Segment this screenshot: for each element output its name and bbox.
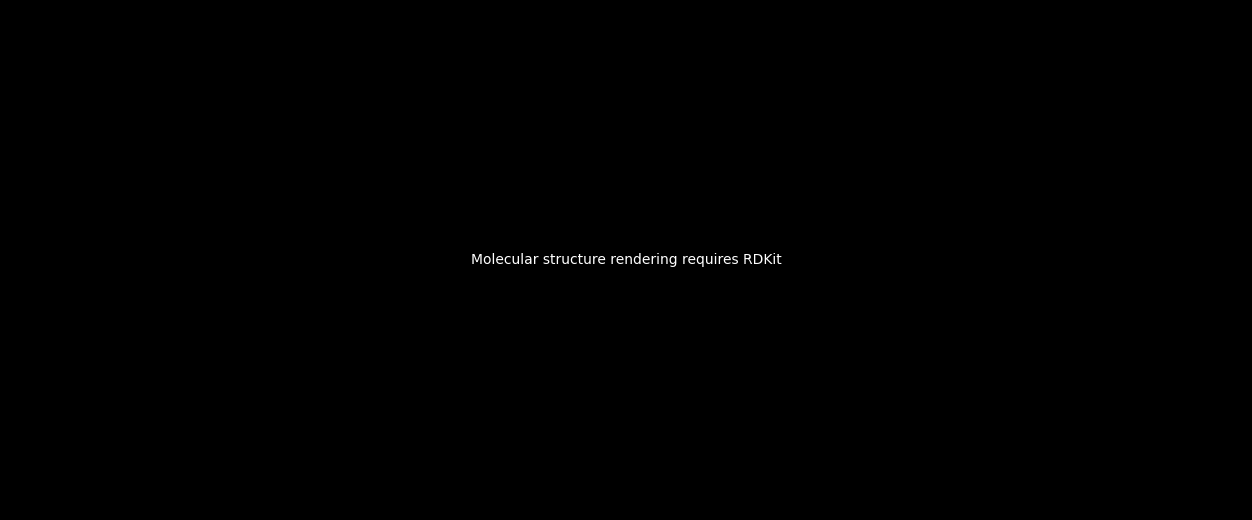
Text: Molecular structure rendering requires RDKit: Molecular structure rendering requires R… [471, 253, 781, 267]
